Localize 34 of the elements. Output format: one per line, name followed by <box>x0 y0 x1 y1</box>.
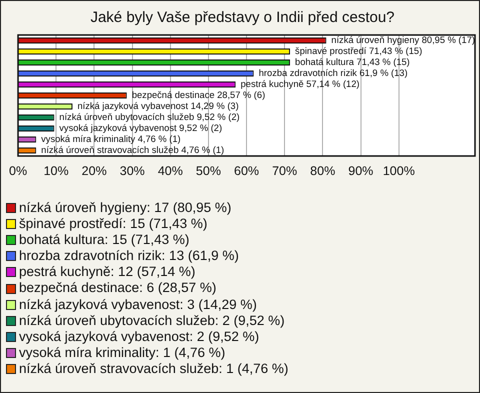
text: nízká jazyková vybavenost: 3 (14,29 %) <box>19 296 257 313</box>
x-tick-label: 70% <box>272 164 298 178</box>
text: vysoká jazyková vybavenost: 2 (9,52 %) <box>19 328 260 345</box>
category-label: vysoká míra kriminality 4,76 % (1) <box>41 134 181 144</box>
category-label: bezpečná destinace 28,57 % (6) <box>132 90 266 100</box>
text: bezpečná destinace: 6 (28,57 %) <box>19 280 216 297</box>
text: špinavé prostředí: 15 (71,43 %) <box>19 216 208 232</box>
x-tick-label: 0% <box>8 164 28 178</box>
category-label: bohatá kultura 71,43 % (15) <box>295 57 410 68</box>
text: pestrá kuchyně: 12 (57,14 %) <box>19 264 196 280</box>
text: nízká úroveň stravovacích služeb: 1 (4,76 %) <box>19 360 288 378</box>
category-label: hrozba zdravotních rizik 61,9 % (13) <box>258 68 408 78</box>
category-label: nízká úroveň hygieny 80,95 % (17) <box>331 35 475 46</box>
x-tick-label: 80% <box>310 164 336 178</box>
x-tick-label: 60% <box>234 164 260 178</box>
x-tick-label: 100% <box>382 164 415 178</box>
x-tick-label: 40% <box>158 164 183 178</box>
category-label: nízká úroveň ubytovacích služeb 9,52 % (2) <box>59 112 240 122</box>
chart-title: Jaké byly Vaše představy o Indii před cestou? <box>90 9 395 26</box>
category-label: nízká úroveň stravovacích služeb 4,76 % (1) <box>41 145 224 156</box>
x-tick-label: 10% <box>44 164 69 178</box>
x-tick-label: 90% <box>348 164 374 178</box>
text: vysoká míra kriminality: 1 (4,76 %) <box>19 344 226 361</box>
x-tick-label: 50% <box>196 164 221 178</box>
x-tick-label: 30% <box>120 164 145 178</box>
category-label: pestrá kuchyně 57,14 % (12) <box>240 79 360 90</box>
text: nízká úroveň ubytovacích služeb: 2 (9,52 %) <box>19 312 285 329</box>
category-label: vysoká jazyková vybavenost 9,52 % (2) <box>59 123 222 134</box>
category-label: nízká jazyková vybavenost 14,29 % (3) <box>77 101 239 112</box>
text: nízká úroveň hygieny: 17 (80,95 %) <box>19 200 232 216</box>
category-label: špinavé prostředí 71,43 % (15) <box>295 46 422 56</box>
text: bohatá kultura: 15 (71,43 %) <box>19 232 190 248</box>
x-tick-label: 20% <box>82 164 107 178</box>
text: hrozba zdravotních rizik: 13 (61,9 %) <box>19 248 239 264</box>
